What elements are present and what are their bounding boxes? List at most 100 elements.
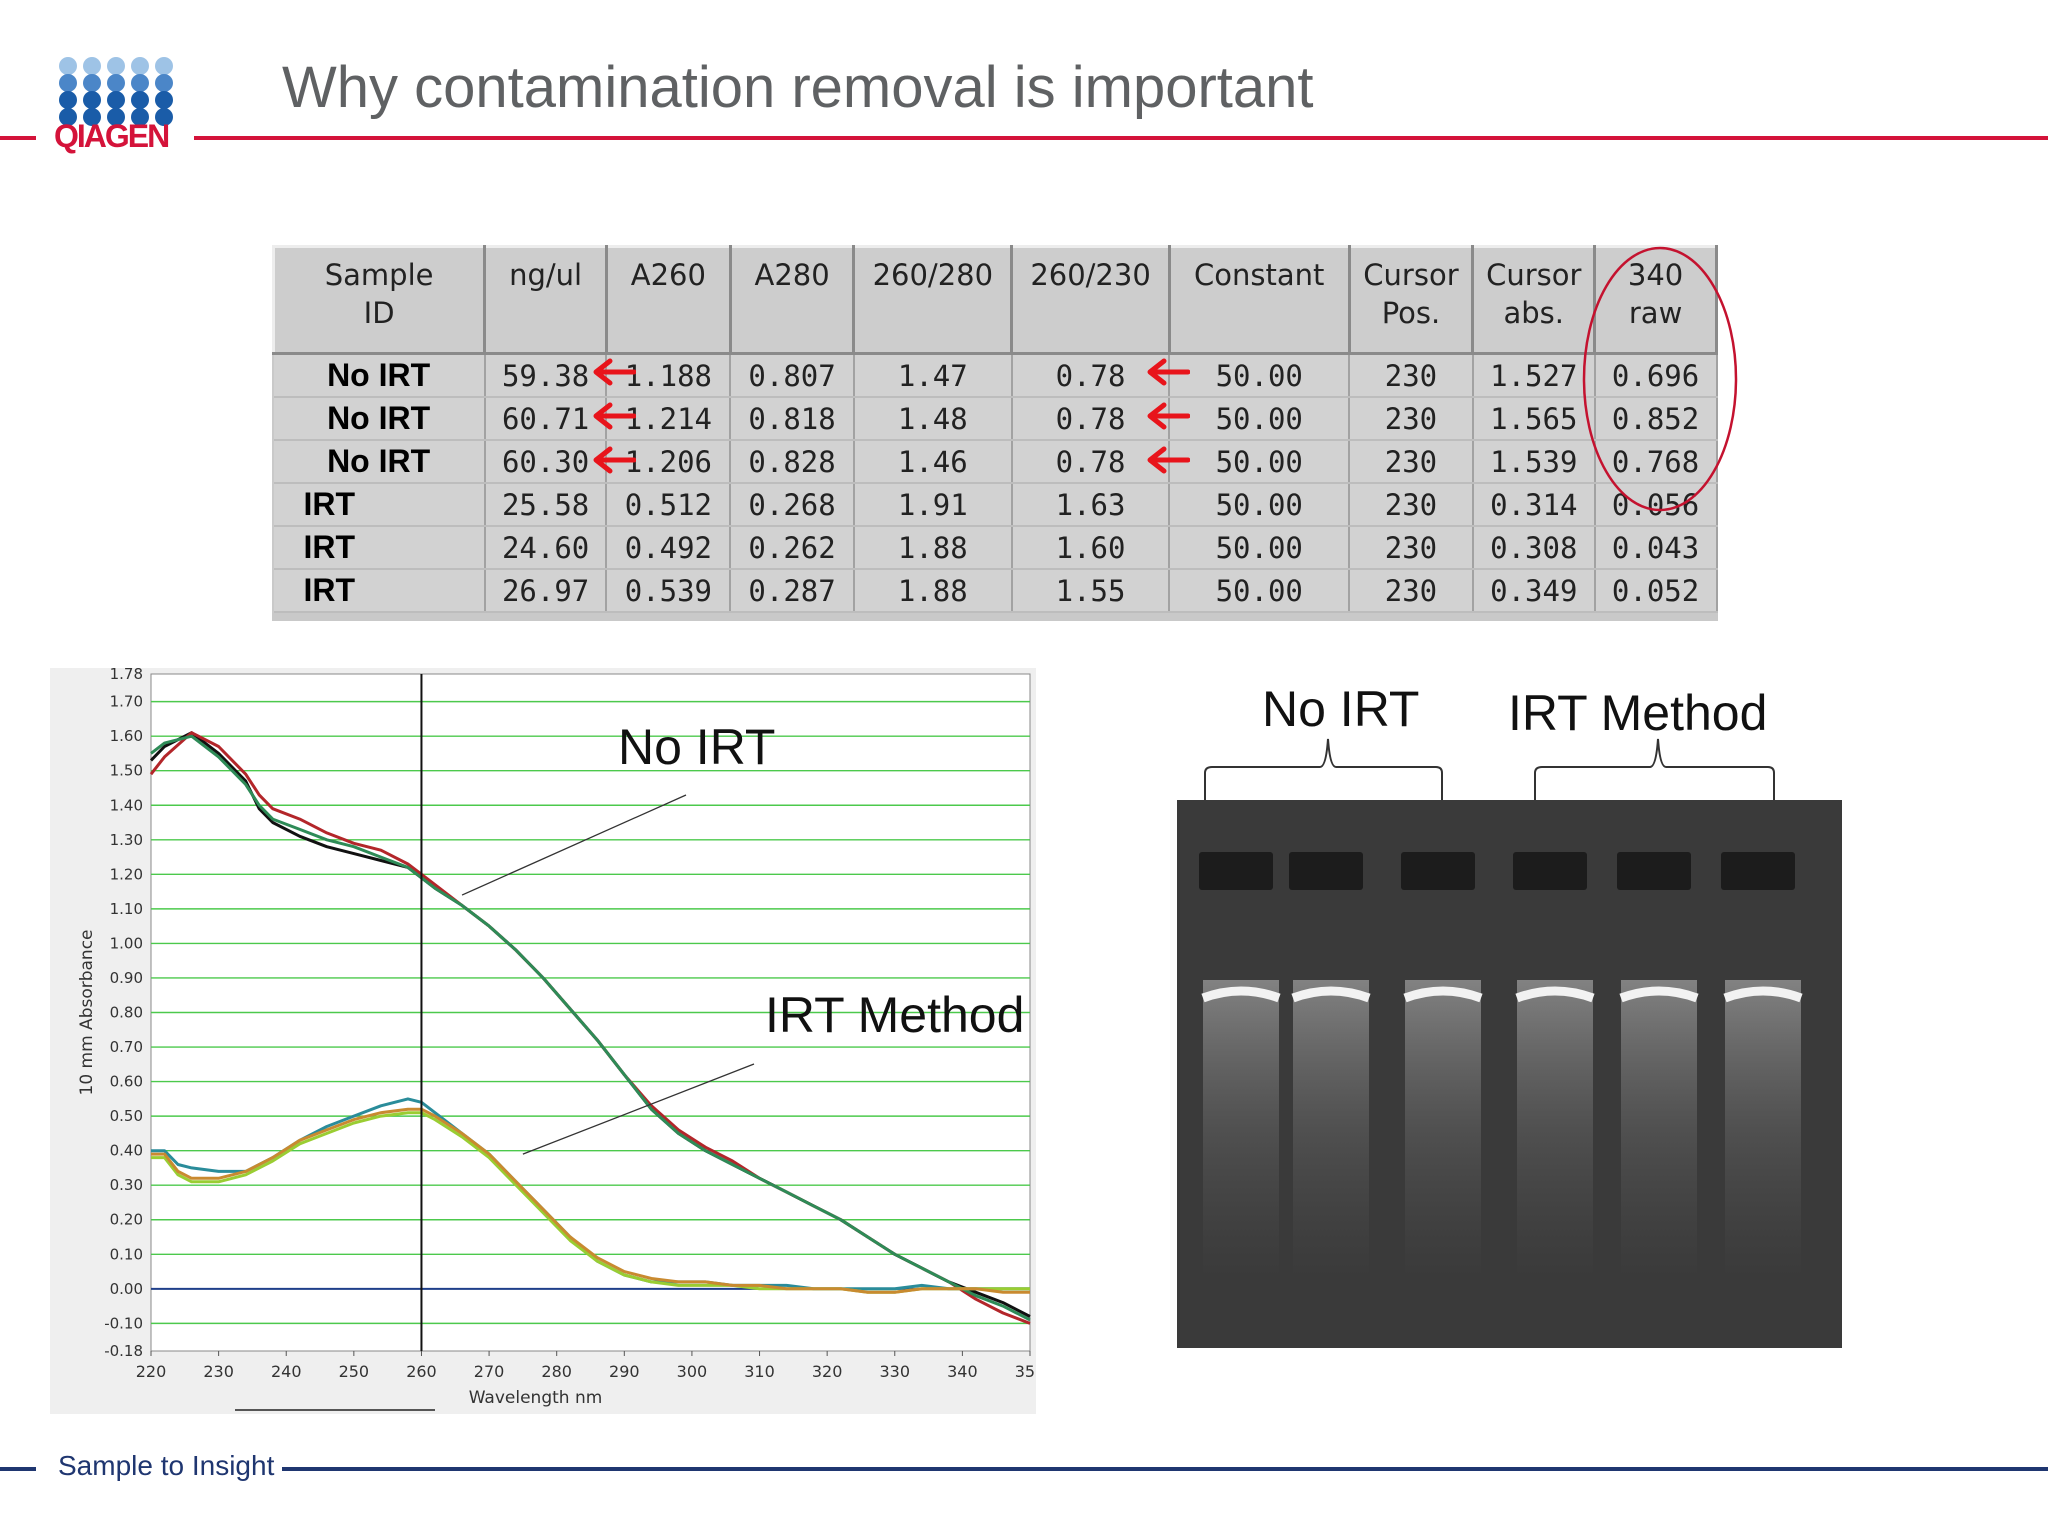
gel-smear [1725,980,1801,1280]
value-cell: 0.308 [1472,526,1596,570]
sample-id-cell: IRT [273,526,486,570]
value-cell: 0.818 [730,397,855,441]
value-cell: 1.48 [853,397,1013,441]
gel-band [1201,986,1281,1003]
x-tick-label: 320 [812,1362,843,1381]
logo-dot [59,57,77,75]
value-cell: 230 [1349,397,1474,441]
table-row: IRT 24.60 0.492 0.262 1.88 1.60 50.00 230 0.308 0… [273,526,1718,570]
value-cell: 1.188 [606,353,732,398]
value-cell: 50.00 [1169,483,1351,527]
x-tick-label: 340 [947,1362,978,1381]
footer-divider-right [282,1467,2048,1471]
value-cell: 1.565 [1472,397,1596,441]
value-cell: 230 [1349,440,1474,484]
x-tick-label: 250 [339,1362,370,1381]
column-header-line1: Constant [1194,258,1325,292]
results-table: Sample ID ng/ul A260 A280 260/280 260/230 Const… [271,245,1718,613]
logo-dot [107,57,125,75]
column-header-line1: Cursor [1486,258,1582,292]
value-cell: 1.214 [606,397,732,441]
value-cell: 60.71 [484,397,608,441]
x-tick-label: 280 [541,1362,572,1381]
column-header-line2: Pos. [1381,296,1441,330]
column-header-line1: 260/230 [1030,258,1151,292]
gel-band [1723,986,1803,1003]
value-cell: 0.852 [1594,397,1718,441]
gel-smear [1621,980,1697,1280]
slide-title: Why contamination removal is important [282,55,1314,120]
value-cell: 1.88 [853,526,1013,570]
y-axis-label: 10 mm Absorbance [77,929,97,1095]
value-cell: 0.539 [606,569,732,613]
x-tick-label: 220 [136,1362,167,1381]
sample-id-cell: No IRT [273,353,486,398]
value-cell: 50.00 [1169,353,1351,398]
value-cell: 1.539 [1472,440,1596,484]
header-divider-right [194,136,2048,140]
annotation-label: No IRT [618,719,775,775]
red-arrow-icon [1147,402,1190,430]
logo-dot [155,108,173,126]
column-header: Sample ID [271,245,487,355]
value-cell: 1.47 [853,353,1013,398]
gel-band [1403,986,1483,1003]
series-line-6 [151,1107,1030,1294]
value-cell: 0.78 [1011,440,1171,484]
340-raw-highlight-circle [1582,246,1738,512]
table-row: No IRT 60.71 1.214 0.818 1.48 0.78 50.00 230 1.5… [273,397,1718,441]
value-cell: 26.97 [484,569,608,613]
value-cell: 0.78 [1011,353,1171,398]
table-row: IRT 25.58 0.512 0.268 1.91 1.63 50.00 230 0.314 0… [273,483,1718,527]
value-cell: 1.91 [853,483,1013,527]
table-row: IRT 26.97 0.539 0.287 1.88 1.55 50.00 230 0.349 0… [273,569,1718,613]
value-cell: 0.043 [1594,526,1718,570]
gel-well [1617,852,1691,890]
column-header-line1: ng/ul [509,258,583,292]
header-divider-left [0,136,36,140]
bracket-no-irt [1204,738,1443,800]
x-tick-label: 230 [203,1362,234,1381]
value-cell: 59.38 [484,353,608,398]
logo-dot [59,91,77,109]
x-tick-label: 240 [271,1362,302,1381]
x-axis-label: Wavelength nm [469,1388,603,1408]
column-header-line1: A260 [630,258,706,292]
value-cell: 230 [1349,483,1474,527]
logo-dot [155,74,173,92]
logo-dot [131,74,149,92]
logo-dot [59,74,77,92]
column-header: 340 raw [1593,245,1718,355]
gel-band [1291,986,1371,1003]
gel-smear [1293,980,1369,1280]
logo-dot [107,91,125,109]
annotation-leader [461,794,687,896]
y-tick-label: 1.10 [110,900,143,918]
gel-smear [1405,980,1481,1280]
value-cell: 230 [1349,526,1474,570]
y-tick-label: 1.30 [110,831,143,849]
value-cell: 24.60 [484,526,608,570]
column-header: Constant [1167,245,1351,355]
absorbance-spectrum-chart: 1.78 1.70 1.60 1.50 1.40 1.30 1.20 1.10 1.00 0.90… [50,668,1036,1414]
x-tick-label: 290 [609,1362,640,1381]
y-tick-label: 0.00 [110,1280,143,1298]
gel-label-no-irt: No IRT [1262,681,1420,737]
column-header: 260/230 [1010,245,1171,355]
gel-well [1289,852,1363,890]
y-tick-label: 1.50 [110,762,143,780]
y-tick-label: 1.40 [110,796,143,814]
logo-dot [131,57,149,75]
gel-brackets [1204,738,1775,800]
value-cell: 0.262 [730,526,855,570]
logo-dot [83,108,101,126]
series-line-3 [150,734,1031,1322]
value-cell: 0.314 [1472,483,1596,527]
value-cell: 1.63 [1011,483,1171,527]
logo-dot [155,57,173,75]
value-cell: 50.00 [1169,569,1351,613]
value-cell: 1.55 [1011,569,1171,613]
value-cell: 0.492 [606,526,732,570]
annotation-leader [522,1063,755,1155]
value-cell: 1.527 [1472,353,1596,398]
